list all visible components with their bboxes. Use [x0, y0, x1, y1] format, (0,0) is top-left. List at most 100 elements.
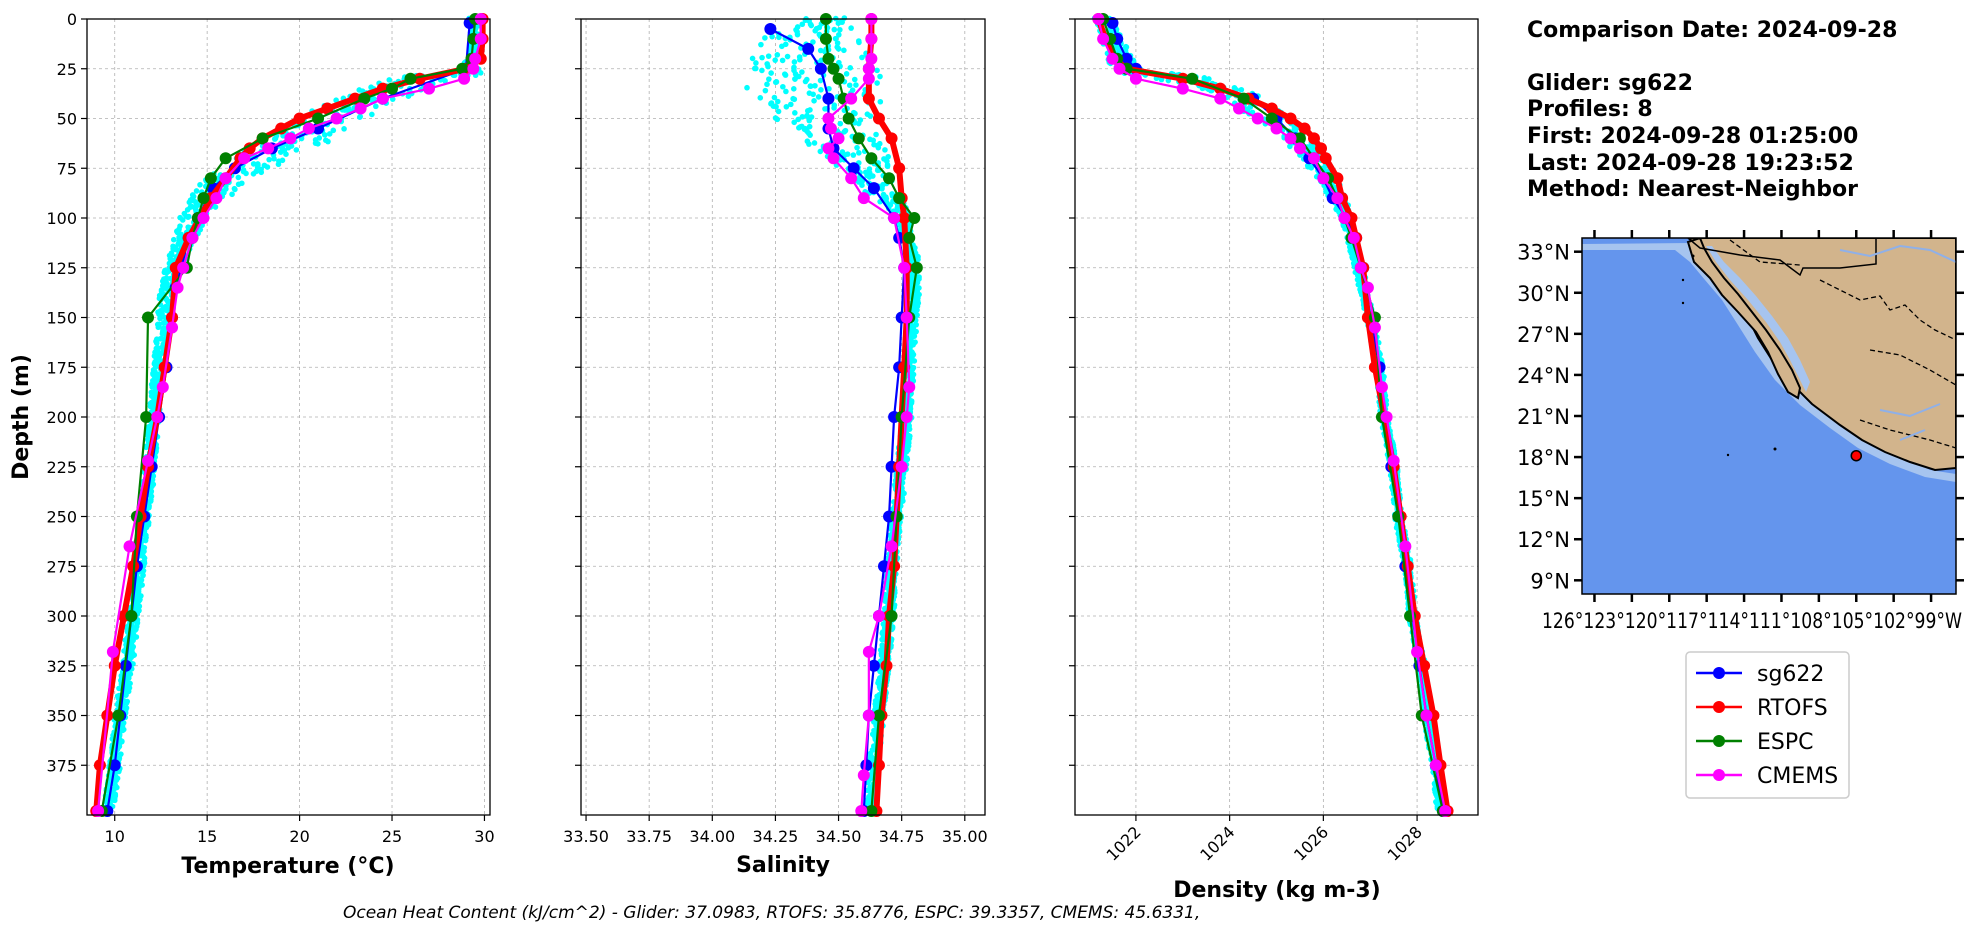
- temperature-marker-cmems: [92, 805, 105, 818]
- temperature-glider-point: [357, 113, 364, 120]
- salinity-glider-point: [835, 46, 842, 52]
- salinity-glider-point: [806, 141, 812, 147]
- temperature-glider-point: [212, 204, 219, 210]
- temperature-glider-point: [186, 199, 193, 206]
- density-marker-cmems: [1113, 62, 1126, 75]
- legend-label-espc: ESPC: [1757, 730, 1814, 755]
- density-marker-cmems: [1331, 192, 1344, 205]
- temperature-glider-point: [277, 149, 284, 155]
- salinity-glider-point: [831, 26, 838, 33]
- temperature-marker-cmems: [166, 321, 179, 334]
- temperature-glider-point: [128, 654, 135, 661]
- salinity-glider-point: [851, 76, 858, 83]
- salinity-glider-point: [873, 131, 879, 138]
- salinity-glider-point: [807, 107, 813, 113]
- density-marker-cmems: [1338, 212, 1351, 224]
- salinity-glider-point: [784, 53, 791, 60]
- temperature-y-tick-label: 300: [46, 607, 77, 626]
- map-lat-label: 15°N: [1517, 487, 1570, 511]
- temperature-glider-point: [373, 103, 379, 110]
- temperature-glider-point: [386, 77, 393, 83]
- temperature-glider-point: [243, 170, 249, 177]
- salinity-glider-point: [773, 103, 779, 110]
- density-y-ticks: [1069, 18, 1075, 766]
- density-marker-cmems: [1284, 132, 1297, 145]
- salinity-glider-point: [859, 182, 865, 189]
- density-marker-cmems: [1270, 122, 1283, 135]
- salinity-glider-point: [744, 84, 750, 91]
- temperature-marker-cmems: [469, 52, 482, 65]
- map-rivers: [1839, 244, 1956, 441]
- salinity-glider-point: [834, 40, 841, 46]
- salinity-glider-point: [826, 85, 832, 92]
- salinity-marker-sg622: [814, 62, 827, 75]
- density-marker-cmems: [1106, 52, 1119, 65]
- salinity-glider-point: [762, 87, 769, 94]
- salinity-marker-espc: [822, 52, 835, 65]
- salinity-glider-point: [774, 52, 781, 58]
- salinity-marker-cmems: [872, 610, 885, 622]
- salinity-marker-espc: [883, 172, 896, 185]
- salinity-glider-point: [874, 80, 880, 86]
- temperature-glider-point: [271, 136, 278, 142]
- density-glider-point: [1308, 165, 1315, 171]
- salinity-glider-point: [866, 174, 873, 180]
- salinity-marker-cmems: [845, 172, 858, 185]
- temperature-glider-point: [124, 698, 131, 705]
- temperature-marker-rtofs: [321, 102, 334, 115]
- salinity-marker-espc: [872, 709, 885, 722]
- density-marker-cmems: [1317, 172, 1330, 185]
- salinity-glider-point: [766, 76, 772, 82]
- density-glider-point: [1342, 226, 1348, 232]
- density-marker-rtofs: [1331, 172, 1344, 185]
- salinity-glider-point: [753, 60, 759, 66]
- map-island-2: [1681, 278, 1685, 282]
- salinity-marker-sg622: [867, 182, 880, 195]
- temperature-glider-point: [161, 269, 168, 276]
- salinity-glider-point: [799, 114, 806, 120]
- temperature-glider-point: [341, 126, 347, 132]
- temperature-glider-point: [266, 156, 272, 163]
- density-marker-cmems: [1347, 231, 1360, 244]
- salinity-glider-point: [859, 54, 865, 61]
- temperature-glider-point: [285, 144, 292, 151]
- legend-items: sg622 RTOFS ESPC CMEMS: [1696, 662, 1838, 789]
- density-marker-rtofs: [1418, 659, 1431, 672]
- salinity-marker-cmems: [900, 411, 913, 423]
- map-lat-label: 33°N: [1517, 241, 1570, 265]
- temperature-marker-cmems: [302, 122, 315, 135]
- salinity-marker-espc: [819, 32, 832, 45]
- map-island-3: [1681, 301, 1685, 305]
- salinity-marker-espc: [842, 112, 855, 125]
- salinity-glider-point: [783, 103, 790, 110]
- map-lat-label: 21°N: [1517, 405, 1570, 429]
- density-marker-cmems: [1129, 72, 1142, 85]
- salinity-grid: [581, 18, 985, 815]
- salinity-glider-point: [867, 113, 874, 119]
- density-x-tick-label: 1022: [1103, 822, 1145, 864]
- method: Method: Nearest-Neighbor: [1527, 177, 1858, 202]
- salinity-x-tick-label: 33.75: [626, 827, 672, 846]
- salinity-marker-espc: [885, 610, 898, 622]
- temperature-glider-point: [271, 155, 277, 162]
- density-marker-cmems: [1097, 32, 1110, 45]
- temperature-panel: 10 15 20 25 30 0 25 50 75 100 125 150 175 200 225 250 2…: [9, 10, 495, 879]
- map-shelf: [1582, 243, 1956, 482]
- temperature-marker-espc: [125, 610, 138, 622]
- salinity-glider-point: [769, 33, 775, 40]
- density-marker-cmems: [1233, 102, 1246, 115]
- density-marker-cmems: [1293, 142, 1306, 155]
- salinity-glider-point: [759, 54, 765, 61]
- salinity-x-ticks: 33.50 33.75 34.00 34.25 34.50 34.75 35.00: [563, 815, 988, 846]
- salinity-marker-cmems: [888, 212, 901, 224]
- salinity-glider-point: [874, 67, 880, 74]
- temperature-y-tick-label: 100: [46, 209, 77, 228]
- temperature-glider-point: [157, 315, 164, 322]
- map-lat-label: 24°N: [1517, 364, 1570, 388]
- temperature-glider-point: [193, 188, 200, 194]
- salinity-marker-espc: [865, 152, 878, 165]
- density-line-rtofs: [1095, 18, 1451, 812]
- temperature-marker-espc: [112, 709, 125, 722]
- density-glider-point: [1355, 281, 1362, 288]
- temperature-glider-point: [232, 186, 238, 193]
